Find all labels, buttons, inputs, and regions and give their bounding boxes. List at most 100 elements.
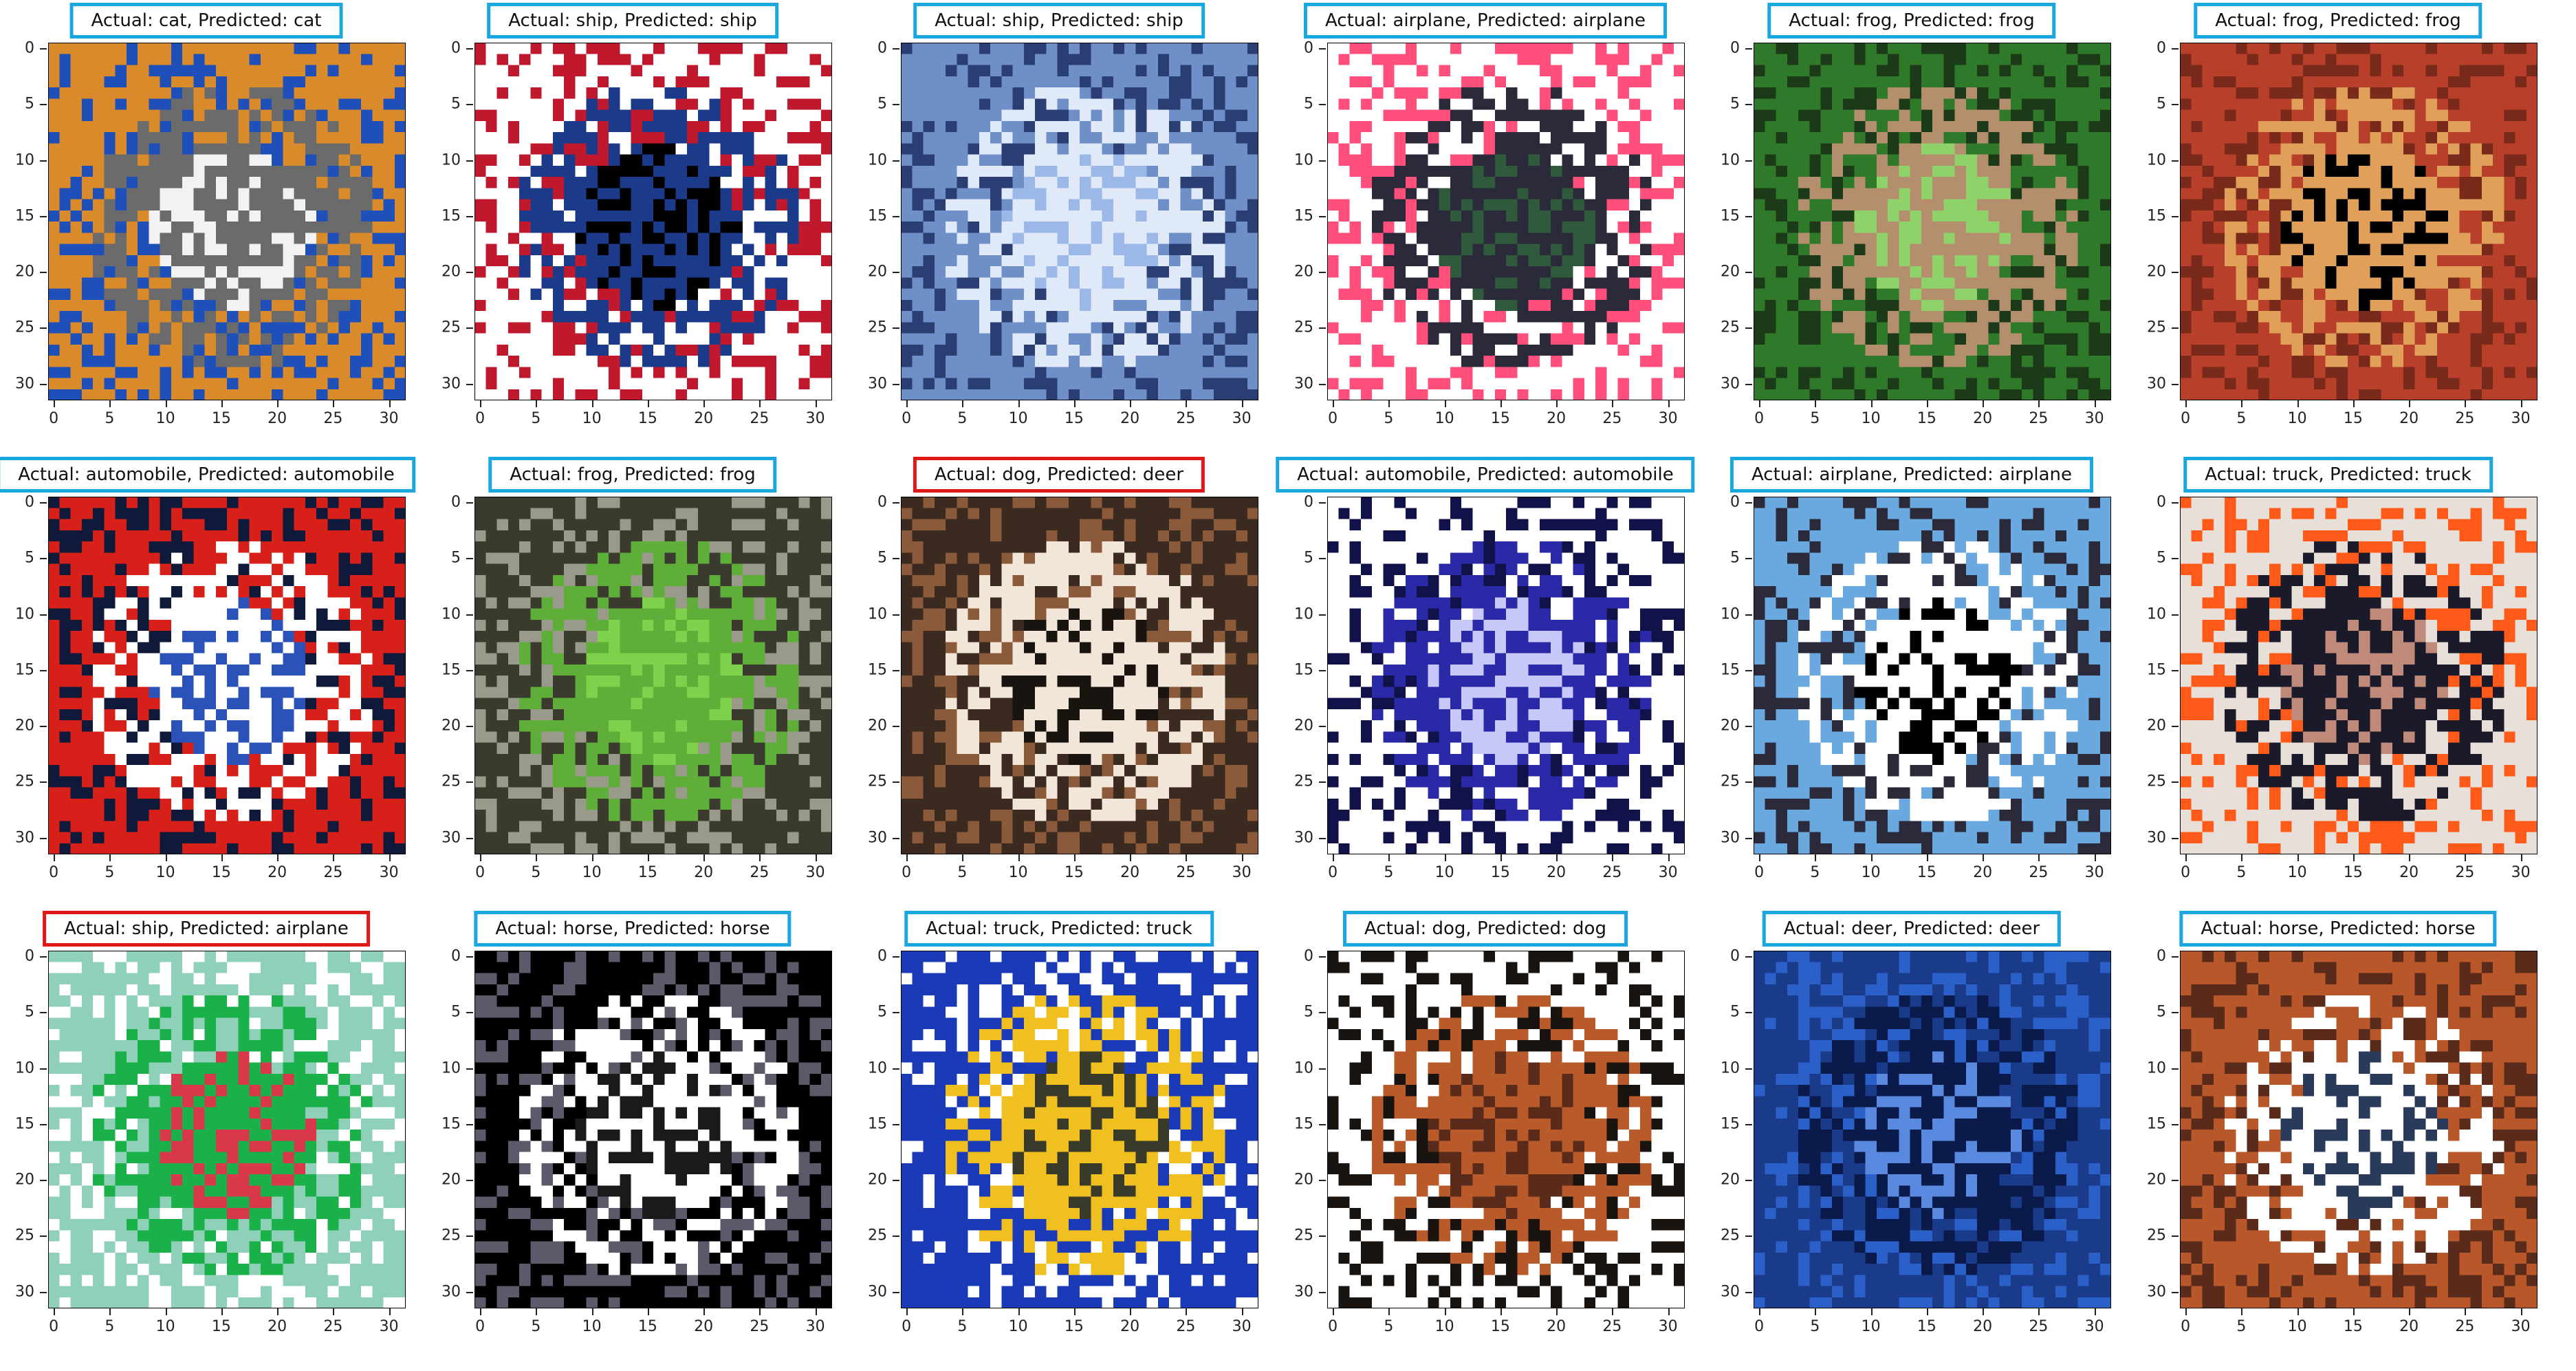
x-tick (2353, 400, 2355, 407)
y-tick-label: 30 (868, 829, 887, 847)
y-tick-label: 20 (1294, 717, 1313, 735)
x-tick-label: 15 (1917, 864, 1936, 881)
x-tick (1500, 400, 1502, 407)
y-tick (893, 48, 899, 50)
x-tick-label: 30 (2511, 410, 2531, 427)
y-tick (2172, 327, 2179, 330)
y-tick-label: 10 (1294, 605, 1313, 623)
y-tick (1745, 614, 1752, 616)
x-tick (1186, 1308, 1188, 1315)
y-tick-label: 25 (15, 773, 34, 790)
y-tick-label: 5 (1304, 1003, 1313, 1021)
y-tick (1319, 781, 1326, 784)
y-tick-label: 0 (1730, 947, 1740, 965)
x-tick-label: 10 (1008, 1318, 1028, 1335)
x-tick (591, 854, 593, 861)
y-tick (1319, 327, 1326, 330)
y-tick-label: 0 (25, 493, 34, 511)
x-tick (333, 400, 335, 407)
y-tick-label: 10 (2147, 1059, 2166, 1077)
y-tick-label: 20 (1721, 1171, 1740, 1189)
x-tick-label: 30 (1658, 864, 1678, 881)
y-tick-label: 5 (1304, 549, 1313, 567)
prediction-title-correct: Actual: ship, Predicted: ship (913, 3, 1205, 39)
x-tick (759, 854, 761, 861)
x-tick-label: 20 (1973, 1318, 1993, 1335)
y-tick-label: 0 (2157, 39, 2166, 57)
y-tick (1745, 669, 1752, 671)
y-tick (1319, 614, 1326, 616)
subplot-panel: 0 0 5 5 10 10 15 15 20 20 25 25 30 30 Actual: deer, Pr… (1705, 908, 2118, 1348)
x-tick-label: 0 (1754, 410, 1765, 427)
y-tick (40, 1012, 47, 1014)
y-tick-label: 5 (1730, 95, 1740, 113)
x-tick-label: 20 (2399, 864, 2419, 881)
y-tick-label: 5 (451, 1003, 461, 1021)
y-tick-label: 25 (1294, 773, 1313, 790)
x-tick-label: 25 (2455, 410, 2475, 427)
y-tick (1319, 104, 1326, 106)
x-tick (165, 1308, 167, 1315)
x-tick-label: 30 (379, 410, 399, 427)
y-tick (466, 327, 473, 330)
y-tick-label: 20 (1294, 1171, 1313, 1189)
x-tick (1388, 854, 1390, 861)
x-tick (389, 400, 391, 407)
prediction-title-wrong: Actual: dog, Predicted: deer (913, 457, 1205, 493)
y-tick-label: 5 (1304, 95, 1313, 113)
subplot-panel: 0 0 5 5 10 10 15 15 20 20 25 25 30 30 Actual: truck, P… (2132, 454, 2544, 894)
horse-photo-icon (474, 951, 832, 1308)
x-tick-label: 30 (2511, 1318, 2531, 1335)
x-tick-label: 30 (379, 1318, 399, 1335)
image-axes: 0 0 5 5 10 10 15 15 20 20 25 25 30 30 (441, 40, 832, 427)
y-tick (1745, 160, 1752, 162)
x-tick (1983, 854, 1985, 861)
y-tick-label: 0 (1730, 493, 1740, 511)
x-tick (962, 400, 964, 407)
x-tick (759, 400, 761, 407)
y-tick-label: 20 (868, 717, 887, 735)
x-tick (333, 1308, 335, 1315)
x-tick (1444, 400, 1446, 407)
car-photo-icon (1327, 497, 1685, 854)
prediction-title-correct: Actual: horse, Predicted: horse (2179, 911, 2497, 947)
y-tick (1745, 837, 1752, 839)
y-tick-label: 0 (2157, 947, 2166, 965)
y-tick (40, 160, 47, 162)
x-tick-label: 10 (2287, 1318, 2307, 1335)
x-tick-label: 10 (1008, 864, 1028, 881)
y-tick (466, 614, 473, 616)
y-tick (1745, 1012, 1752, 1014)
x-tick (2409, 1308, 2411, 1315)
x-tick (1333, 400, 1335, 407)
x-tick (2465, 400, 2467, 407)
image-axes: 0 0 5 5 10 10 15 15 20 20 25 25 30 30 (1294, 40, 1685, 427)
x-tick (389, 854, 391, 861)
y-tick (893, 956, 899, 958)
y-tick (40, 558, 47, 560)
y-tick (893, 502, 899, 504)
x-tick-label: 15 (211, 1318, 231, 1335)
y-tick-label: 10 (1294, 151, 1313, 169)
y-tick (2172, 669, 2179, 671)
x-tick (277, 854, 279, 861)
x-tick (1870, 1308, 1873, 1315)
y-tick-label: 10 (441, 1059, 461, 1077)
x-tick (1500, 854, 1502, 861)
y-tick (40, 327, 47, 330)
x-tick-label: 5 (531, 1318, 541, 1335)
y-tick-label: 25 (441, 773, 461, 790)
x-tick (2038, 400, 2040, 407)
y-tick (1319, 669, 1326, 671)
x-tick-label: 20 (1120, 1318, 1140, 1335)
x-tick (906, 400, 908, 407)
y-tick-label: 25 (2147, 773, 2166, 790)
x-tick (2185, 1308, 2187, 1315)
prediction-title-correct: Actual: truck, Predicted: truck (904, 911, 1214, 947)
image-axes: 0 0 5 5 10 10 15 15 20 20 25 25 30 30 (15, 948, 406, 1335)
dog-photo-icon (901, 497, 1258, 854)
x-tick-label: 5 (2236, 1318, 2247, 1335)
y-tick (466, 781, 473, 784)
y-tick-label: 30 (2147, 829, 2166, 847)
